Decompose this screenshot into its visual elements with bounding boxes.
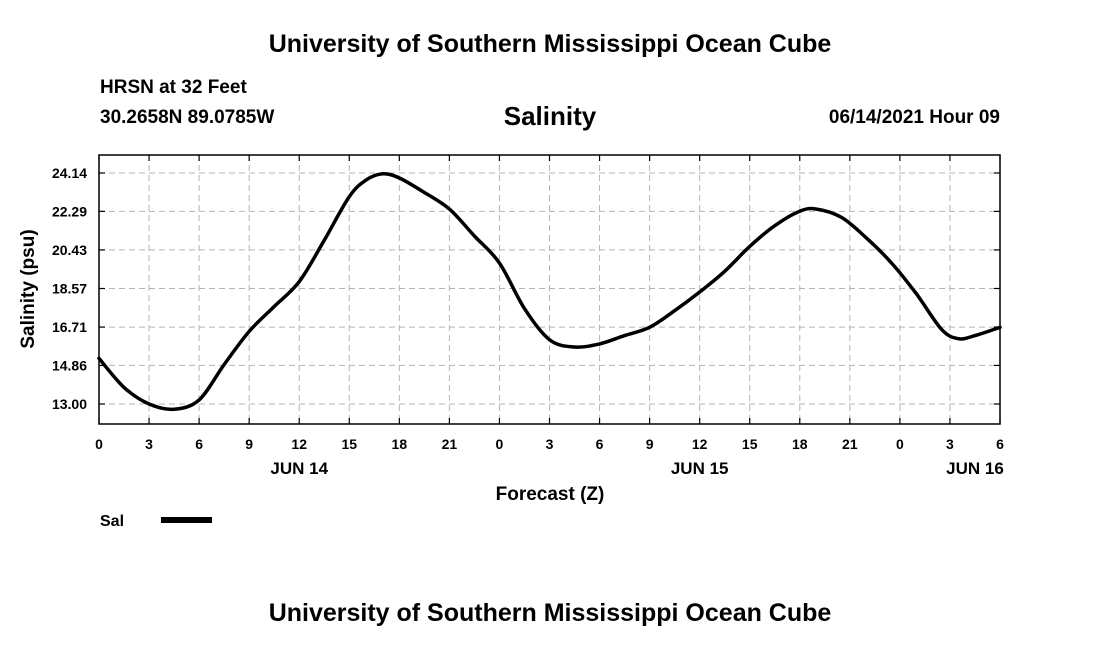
- legend-label-sal: Sal: [100, 513, 124, 530]
- x-tick-label: 9: [245, 436, 253, 452]
- x-tick-label: 12: [291, 436, 307, 452]
- y-tick-label: 16.71: [52, 319, 87, 335]
- x-tick-label: 6: [996, 436, 1004, 452]
- y-tick-label: 24.14: [52, 165, 87, 181]
- date-label: JUN 15: [671, 459, 729, 478]
- y-tick-label: 13.00: [52, 396, 87, 412]
- y-axis-title: Salinity (psu): [18, 229, 39, 348]
- x-tick-label: 18: [392, 436, 408, 452]
- x-tick-label: 21: [442, 436, 458, 452]
- x-tick-label: 0: [496, 436, 504, 452]
- y-tick-label: 14.86: [52, 357, 87, 373]
- x-tick-label: 21: [842, 436, 858, 452]
- chart-title-top: University of Southern Mississippi Ocean…: [268, 30, 832, 58]
- station-label: HRSN at 32 Feet: [100, 77, 247, 98]
- x-tick-label: 0: [95, 436, 103, 452]
- x-tick-label: 15: [341, 436, 357, 452]
- x-tick-label: 3: [145, 436, 153, 452]
- date-label: JUN 14: [270, 459, 328, 478]
- x-tick-label: 15: [742, 436, 758, 452]
- date-label: JUN 16: [946, 459, 1004, 478]
- x-tick-label: 0: [896, 436, 904, 452]
- x-tick-label: 3: [946, 436, 954, 452]
- y-tick-label: 18.57: [52, 281, 87, 297]
- x-tick-label: 12: [692, 436, 708, 452]
- forecast-datetime: 06/14/2021 Hour 09: [828, 107, 1000, 128]
- coordinates-label: 30.2658N 89.0785W: [100, 107, 275, 128]
- x-tick-label: 3: [546, 436, 554, 452]
- y-tick-label: 22.29: [52, 203, 87, 219]
- chart-title-bottom: University of Southern Mississippi Ocean…: [268, 599, 832, 627]
- x-axis-title: Forecast (Z): [496, 484, 605, 505]
- grid-lines: [99, 155, 1000, 424]
- series-line-sal: [97, 172, 1002, 412]
- x-tick-label: 9: [646, 436, 654, 452]
- series-layer: [97, 172, 1002, 412]
- x-tick-label: 6: [596, 436, 604, 452]
- y-tick-label: 20.43: [52, 242, 87, 258]
- axis-labels: 0 3 6 9 12 15 18 21 0 3 6 9 12 15 18 21 0 3 6 13.00 14.86 16.…: [52, 165, 1004, 478]
- variable-title: Salinity: [503, 101, 597, 131]
- x-tick-label: 18: [792, 436, 808, 452]
- x-tick-label: 6: [195, 436, 203, 452]
- axis-ticks: [98, 155, 1001, 424]
